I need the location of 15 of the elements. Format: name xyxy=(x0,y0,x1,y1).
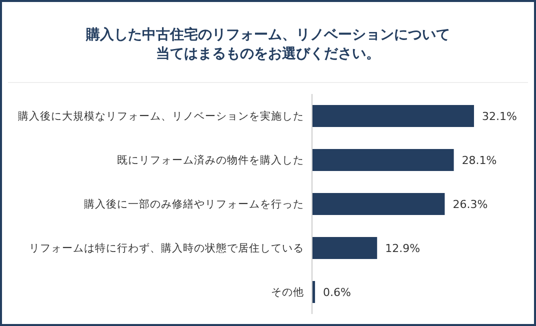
bar xyxy=(312,105,474,127)
chart-title: 購入した中古住宅のリフォーム、リノベーションについて当てはまるものをお選びください。 xyxy=(84,26,451,64)
y-tick-label: リフォームは特に行わず、購入時の状態で居住している xyxy=(29,242,304,255)
data-label: 12.9% xyxy=(385,242,420,255)
y-tick-label: その他 xyxy=(271,286,304,299)
data-label: 26.3% xyxy=(452,198,488,211)
data-label: 28.1% xyxy=(462,154,497,167)
bar xyxy=(312,237,378,259)
bar xyxy=(312,149,454,171)
y-tick-label: 購入後に一部のみ修繕やリフォームを行った xyxy=(84,198,304,211)
data-label: 0.6% xyxy=(323,286,351,299)
y-tick-label: 既にリフォーム済みの物件を購入した xyxy=(117,154,304,167)
data-label: 32.1% xyxy=(482,110,517,123)
bar xyxy=(312,193,445,215)
y-tick-label: 購入後に大規模なリフォーム、リノベーションを実施した xyxy=(18,110,304,123)
